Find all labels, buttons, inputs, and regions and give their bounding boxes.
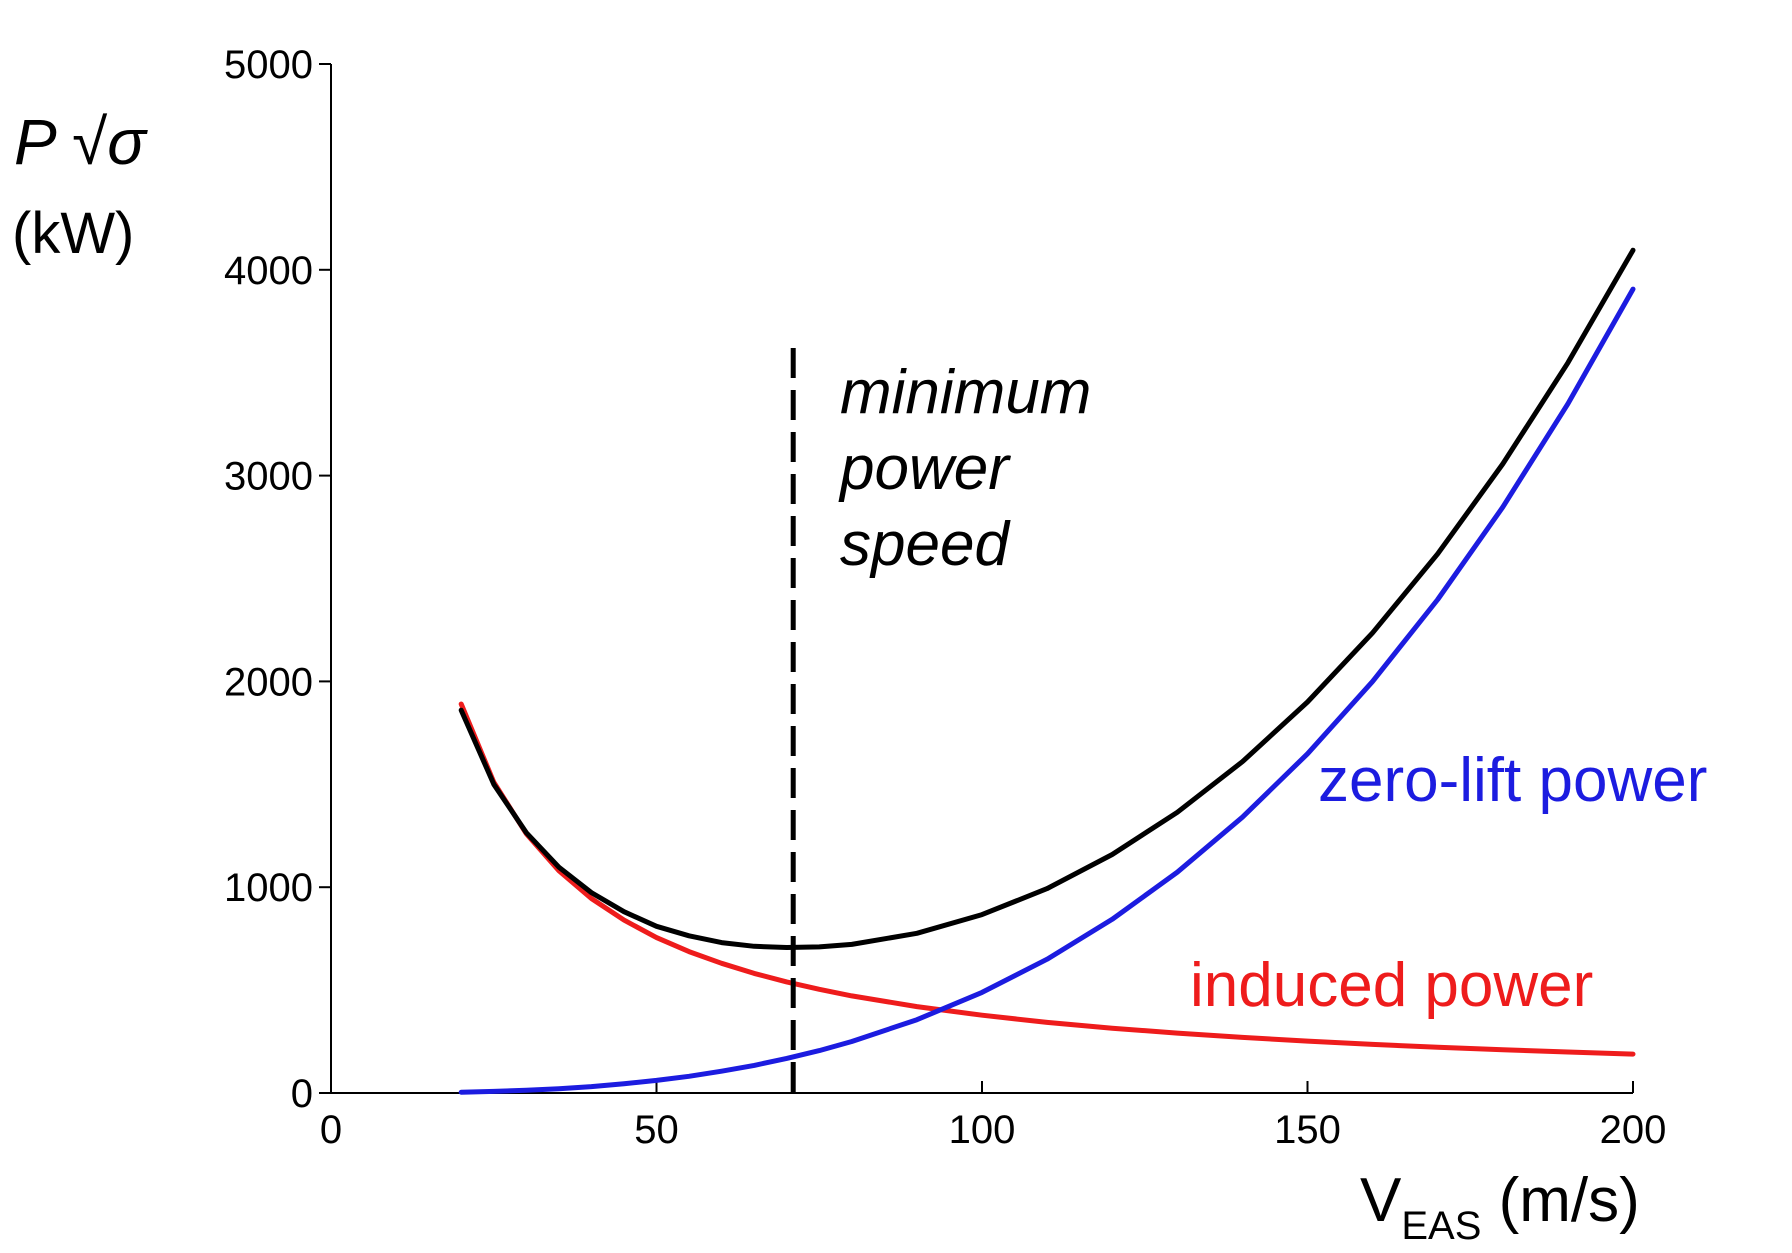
annotation-line-2: power — [840, 434, 1009, 503]
x-tick-label: 200 — [1600, 1108, 1667, 1152]
minimum-power-speed-annotation: minimum power speed — [840, 355, 1091, 583]
zero-lift-power-annotation: zero-lift power — [1318, 746, 1708, 815]
y-tick-label: 1000 — [224, 866, 313, 910]
x-tick-label: 100 — [949, 1108, 1016, 1152]
x-axis-label-unit: (m/s) — [1481, 1166, 1640, 1235]
x-axis-label-main: V — [1360, 1166, 1402, 1235]
x-axis-label-subscript: EAS — [1401, 1204, 1482, 1248]
axes: 0 1000 2000 3000 4000 5000 0 50 100 150 200 — [224, 43, 1666, 1152]
x-axis-label: VEAS (m/s) — [1360, 1170, 1640, 1248]
y-axis-symbol: P √σ — [14, 106, 146, 178]
annotation-line-3: speed — [840, 510, 1009, 579]
induced-power-line — [458, 701, 1636, 1057]
x-tick-label: 0 — [320, 1108, 342, 1152]
y-tick-label: 0 — [291, 1072, 313, 1116]
x-tick-label: 150 — [1274, 1108, 1341, 1152]
annotation-line-1: minimum — [840, 358, 1092, 427]
y-tick-label: 5000 — [224, 43, 313, 87]
y-axis-unit: (kW) — [12, 201, 135, 266]
induced-power-annotation: induced power — [1190, 951, 1594, 1020]
total-power-line — [458, 247, 1636, 950]
series-layer — [458, 247, 1636, 1095]
y-tick-label: 4000 — [224, 249, 313, 293]
y-tick-label: 3000 — [224, 455, 313, 499]
zero-lift-power-line — [458, 286, 1636, 1095]
x-tick-label: 50 — [634, 1108, 679, 1152]
y-tick-label: 2000 — [224, 660, 313, 704]
